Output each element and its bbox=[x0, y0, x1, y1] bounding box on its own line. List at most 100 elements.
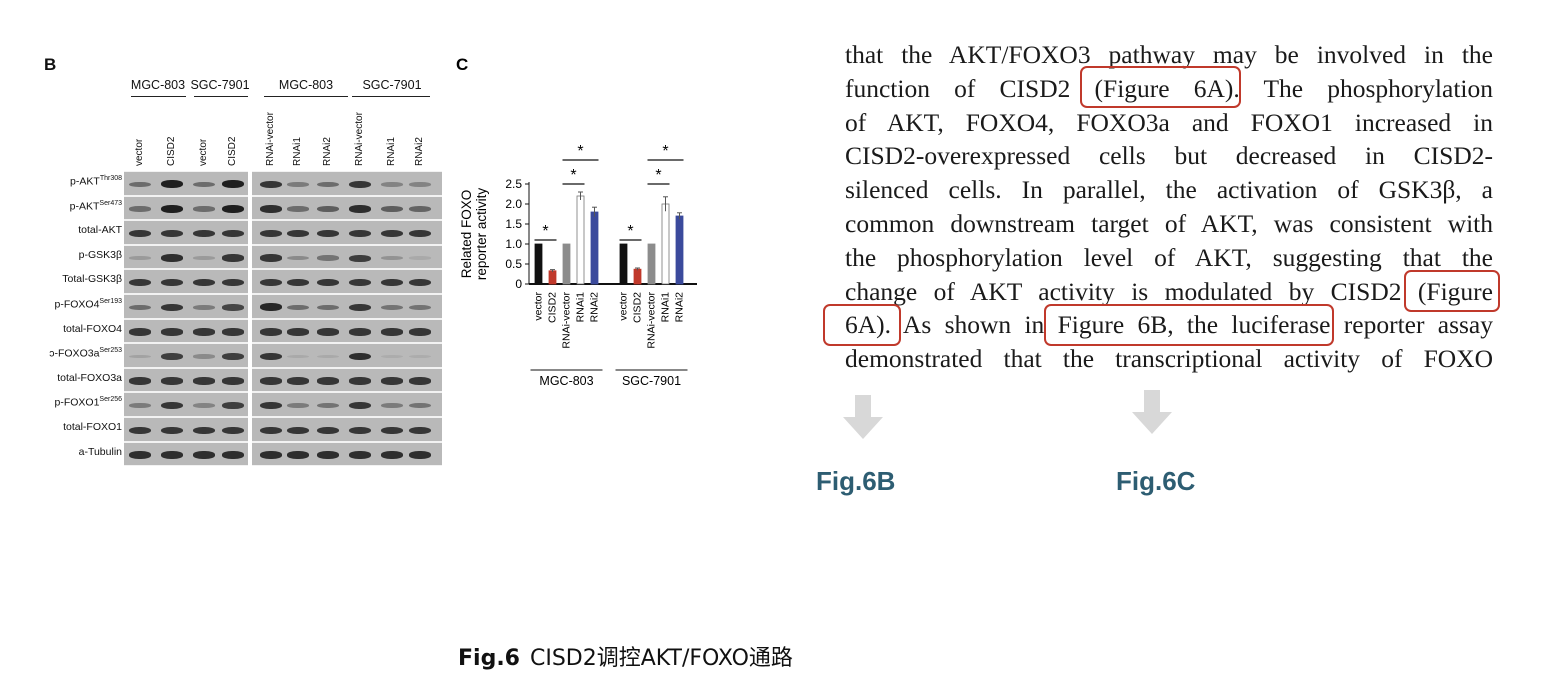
blot-band bbox=[317, 229, 339, 238]
category-label: RNAi2 bbox=[589, 292, 601, 323]
blot-band bbox=[222, 303, 244, 311]
blot-strip bbox=[252, 441, 442, 467]
blot-band bbox=[193, 328, 215, 336]
y-tick-label: 1.5 bbox=[505, 217, 522, 231]
row-label: a-Tubulin bbox=[20, 446, 122, 458]
blot-band bbox=[317, 255, 339, 261]
blot-band bbox=[349, 377, 371, 385]
blot-band bbox=[129, 206, 151, 212]
significance-star: * bbox=[627, 223, 633, 240]
text-line: that the AKT/FOXO3 pathway may be involv… bbox=[845, 40, 1493, 69]
blot-band bbox=[287, 206, 309, 212]
figure-caption: Fig.6 CISD2调控AKT/FOXO通路 bbox=[458, 640, 793, 672]
category-label: vector bbox=[618, 291, 630, 320]
blot-band bbox=[193, 279, 215, 287]
group-label-rnai-sgc7901: SGC-7901 bbox=[362, 78, 422, 92]
row-label: Total-GSK3β bbox=[20, 273, 122, 285]
blot-band bbox=[409, 426, 431, 434]
blot-band bbox=[260, 229, 282, 238]
blot-strip bbox=[252, 367, 442, 393]
blot-band bbox=[349, 402, 371, 410]
blot-band bbox=[161, 451, 183, 459]
significance-star: * bbox=[577, 143, 583, 160]
fig-label-6b: Fig.6B bbox=[816, 466, 896, 496]
category-label: RNAi1 bbox=[660, 292, 672, 323]
blot-band bbox=[222, 377, 244, 385]
blot-band bbox=[381, 328, 403, 336]
blot-band bbox=[260, 352, 282, 361]
lane-label: RNAi2 bbox=[414, 137, 425, 166]
blot-band bbox=[161, 377, 183, 385]
group-line bbox=[194, 96, 248, 97]
blot-band bbox=[381, 279, 403, 287]
category-label: CISD2 bbox=[632, 292, 644, 323]
text-line: CISD2-overexpressed cells but decreased … bbox=[845, 141, 1493, 171]
row-label-main: total-FOXO3a bbox=[57, 371, 122, 384]
blot-band bbox=[193, 304, 215, 310]
blot-band bbox=[260, 426, 282, 434]
blot-band bbox=[349, 180, 371, 188]
paper-text-excerpt: that the AKT/FOXO3 pathway may be involv… bbox=[845, 38, 1493, 376]
blot-band bbox=[349, 303, 371, 311]
row-label: p-GSK3β bbox=[20, 249, 122, 261]
blot-band bbox=[260, 254, 282, 262]
blot-band bbox=[287, 181, 309, 187]
text-line: change of AKT activity is modulated by C… bbox=[845, 276, 1493, 306]
blot-band bbox=[287, 328, 309, 336]
blot-band bbox=[193, 451, 215, 459]
category-label: RNAi1 bbox=[575, 292, 587, 323]
blot-band bbox=[317, 451, 339, 459]
highlight-figure-6b bbox=[1044, 304, 1334, 346]
blot-band bbox=[129, 426, 151, 434]
blot-band bbox=[381, 255, 403, 261]
blot-band bbox=[193, 354, 215, 359]
blot-strip bbox=[124, 392, 248, 417]
blot-band bbox=[161, 402, 183, 410]
blot-band bbox=[222, 254, 244, 262]
bar bbox=[661, 203, 670, 285]
blot-band bbox=[409, 304, 431, 310]
blot-band bbox=[222, 180, 244, 189]
blot-band bbox=[161, 254, 183, 262]
blot-band bbox=[129, 279, 151, 287]
lane-label: vector bbox=[198, 138, 209, 166]
text-line: 6A). As shown in Figure 6B, the lucifera… bbox=[845, 310, 1493, 340]
blot-band bbox=[193, 403, 215, 409]
bar bbox=[548, 270, 557, 285]
blot-band bbox=[349, 352, 371, 361]
blot-band bbox=[129, 451, 151, 459]
blot-strip bbox=[124, 294, 248, 319]
blot-band bbox=[349, 451, 371, 459]
blot-band bbox=[193, 256, 215, 261]
blot-band bbox=[161, 229, 183, 238]
blot-band bbox=[381, 451, 403, 459]
y-axis-label-line: reporter activity bbox=[474, 188, 489, 281]
blot-strip bbox=[252, 171, 442, 196]
blot-strip bbox=[124, 220, 248, 245]
blot-band bbox=[287, 229, 309, 238]
row-label-sup: Thr308 bbox=[99, 175, 122, 182]
category-label: RNAi-vector bbox=[646, 291, 658, 348]
blot-strip bbox=[124, 367, 248, 393]
blot-band bbox=[260, 205, 282, 213]
row-label: p-AKTThr308 bbox=[20, 175, 122, 188]
significance-star: * bbox=[542, 223, 548, 240]
blot-band bbox=[317, 403, 339, 409]
panel-b-western-blot: B MGC-803 SGC-7901 MGC-803 SGC-7901 vect… bbox=[0, 0, 450, 470]
blot-band bbox=[161, 279, 183, 287]
group-label-overexp-sgc7901: SGC-7901 bbox=[190, 78, 250, 92]
blot-strip bbox=[124, 343, 248, 368]
blot-band bbox=[409, 206, 431, 212]
blot-band bbox=[287, 451, 309, 459]
row-label: p-AKTSer473 bbox=[20, 200, 122, 213]
caption-prefix: Fig.6 bbox=[458, 646, 520, 671]
bar bbox=[633, 268, 642, 285]
blot-band bbox=[161, 180, 183, 189]
blot-band bbox=[287, 255, 309, 261]
blot-strip bbox=[252, 318, 442, 344]
group-label-overexp-mgc803: MGC-803 bbox=[130, 78, 186, 92]
text-line: of AKT, FOXO4, FOXO3a and FOXO1 increase… bbox=[845, 107, 1493, 137]
bar bbox=[619, 243, 628, 285]
blot-band bbox=[222, 229, 244, 238]
blot-strip bbox=[252, 220, 442, 245]
